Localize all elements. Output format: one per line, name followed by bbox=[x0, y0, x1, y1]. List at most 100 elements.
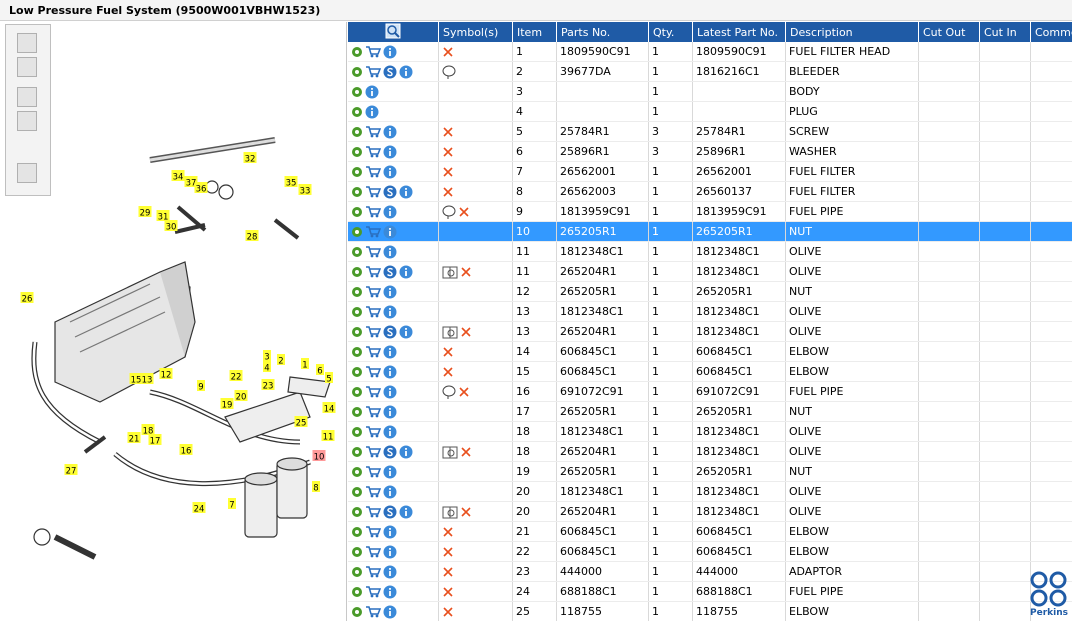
gear-icon[interactable] bbox=[351, 66, 363, 78]
info-icon[interactable] bbox=[383, 125, 397, 139]
callout-label[interactable]: 20 bbox=[236, 393, 247, 403]
part-row[interactable]: 10 265205R1 1 265205R1 NUT bbox=[348, 221, 1072, 242]
info-icon[interactable] bbox=[383, 565, 397, 579]
callout-label[interactable]: 24 bbox=[194, 505, 205, 515]
callout-label[interactable]: 21 bbox=[129, 435, 140, 445]
gear-icon[interactable] bbox=[351, 166, 363, 178]
info-icon[interactable] bbox=[383, 365, 397, 379]
cart-icon[interactable] bbox=[365, 565, 382, 578]
cart-icon[interactable] bbox=[365, 145, 382, 158]
callout-label[interactable]: 3 bbox=[264, 353, 269, 363]
cart-icon[interactable] bbox=[365, 585, 382, 598]
part-row[interactable]: 14 606845C1 1 606845C1 ELBOW bbox=[348, 341, 1072, 362]
part-row[interactable]: 13 265204R1 1 1812348C1 OLIVE bbox=[348, 321, 1072, 342]
info-icon[interactable] bbox=[399, 505, 413, 519]
callout-label[interactable]: 14 bbox=[324, 405, 335, 415]
gear-icon[interactable] bbox=[351, 506, 363, 518]
service-icon[interactable] bbox=[383, 185, 397, 199]
gear-icon[interactable] bbox=[351, 606, 363, 618]
callout-label[interactable]: 35 bbox=[286, 179, 297, 189]
callout-label[interactable]: 16 bbox=[181, 447, 192, 457]
cart-icon[interactable] bbox=[365, 265, 382, 278]
gear-icon[interactable] bbox=[351, 526, 363, 538]
cart-icon[interactable] bbox=[365, 325, 382, 338]
gear-icon[interactable] bbox=[351, 446, 363, 458]
part-row[interactable]: 20 1812348C1 1 1812348C1 OLIVE bbox=[348, 481, 1072, 502]
part-row[interactable]: 18 265204R1 1 1812348C1 OLIVE bbox=[348, 441, 1072, 462]
info-icon[interactable] bbox=[365, 85, 379, 99]
gear-icon[interactable] bbox=[351, 426, 363, 438]
cart-icon[interactable] bbox=[365, 485, 382, 498]
cart-icon[interactable] bbox=[365, 185, 382, 198]
part-row[interactable]: 22 606845C1 1 606845C1 ELBOW bbox=[348, 541, 1072, 562]
part-row[interactable]: 1 1809590C91 1 1809590C91 FUEL FILTER HEAD bbox=[348, 42, 1072, 62]
cart-icon[interactable] bbox=[365, 525, 382, 538]
part-row[interactable]: 11 1812348C1 1 1812348C1 OLIVE bbox=[348, 241, 1072, 262]
info-icon[interactable] bbox=[383, 245, 397, 259]
callout-label[interactable]: 12 bbox=[161, 371, 172, 381]
gear-icon[interactable] bbox=[351, 546, 363, 558]
fit-button[interactable] bbox=[17, 87, 37, 107]
part-row[interactable]: 16 691072C91 1 691072C91 FUEL PIPE bbox=[348, 381, 1072, 402]
callout-label[interactable]: 28 bbox=[247, 233, 258, 243]
callout-label[interactable]: 23 bbox=[263, 382, 274, 392]
info-icon[interactable] bbox=[383, 585, 397, 599]
gear-icon[interactable] bbox=[351, 266, 363, 278]
part-row[interactable]: 24 688188C1 1 688188C1 FUEL PIPE bbox=[348, 581, 1072, 602]
callout-label[interactable]: 9 bbox=[198, 383, 203, 393]
cart-icon[interactable] bbox=[365, 345, 382, 358]
callout-label[interactable]: 36 bbox=[196, 185, 207, 195]
part-row[interactable]: 18 1812348C1 1 1812348C1 OLIVE bbox=[348, 421, 1072, 442]
zoom-out-button[interactable] bbox=[17, 57, 37, 77]
callout-label[interactable]: 22 bbox=[231, 373, 242, 383]
part-row[interactable]: 3 1 BODY bbox=[348, 81, 1072, 102]
cart-icon[interactable] bbox=[365, 405, 382, 418]
callout-label[interactable]: 30 bbox=[166, 223, 177, 233]
callout-label[interactable]: 37 bbox=[186, 179, 197, 189]
callout-label[interactable]: 2 bbox=[278, 357, 283, 367]
gear-icon[interactable] bbox=[351, 86, 363, 98]
info-icon[interactable] bbox=[399, 65, 413, 79]
cart-icon[interactable] bbox=[365, 225, 382, 238]
info-icon[interactable] bbox=[383, 545, 397, 559]
cart-icon[interactable] bbox=[365, 385, 382, 398]
callout-label[interactable]: 32 bbox=[245, 155, 256, 165]
gear-icon[interactable] bbox=[351, 466, 363, 478]
info-icon[interactable] bbox=[399, 325, 413, 339]
search-icon[interactable] bbox=[385, 23, 401, 39]
callout-label[interactable]: 10 bbox=[314, 453, 325, 463]
gear-icon[interactable] bbox=[351, 126, 363, 138]
cart-icon[interactable] bbox=[365, 425, 382, 438]
info-icon[interactable] bbox=[383, 165, 397, 179]
part-row[interactable]: 8 26562003 1 26560137 FUEL FILTER bbox=[348, 181, 1072, 202]
zoom-in-button[interactable] bbox=[17, 33, 37, 53]
cart-icon[interactable] bbox=[365, 505, 382, 518]
callout-label[interactable]: 15 bbox=[131, 376, 142, 386]
cart-icon[interactable] bbox=[365, 205, 382, 218]
info-icon[interactable] bbox=[383, 405, 397, 419]
callout-label[interactable]: 27 bbox=[66, 467, 77, 477]
gear-icon[interactable] bbox=[351, 486, 363, 498]
cart-icon[interactable] bbox=[365, 365, 382, 378]
gear-icon[interactable] bbox=[351, 326, 363, 338]
cart-icon[interactable] bbox=[365, 285, 382, 298]
gear-icon[interactable] bbox=[351, 306, 363, 318]
part-row[interactable]: 12 265205R1 1 265205R1 NUT bbox=[348, 281, 1072, 302]
callout-label[interactable]: 11 bbox=[323, 433, 334, 443]
cart-icon[interactable] bbox=[365, 605, 382, 618]
export-button[interactable] bbox=[17, 163, 37, 183]
gear-icon[interactable] bbox=[351, 246, 363, 258]
cart-icon[interactable] bbox=[365, 65, 382, 78]
service-icon[interactable] bbox=[383, 325, 397, 339]
info-icon[interactable] bbox=[383, 225, 397, 239]
cart-icon[interactable] bbox=[365, 245, 382, 258]
part-row[interactable]: 7 26562001 1 26562001 FUEL FILTER bbox=[348, 161, 1072, 182]
cart-icon[interactable] bbox=[365, 445, 382, 458]
part-row[interactable]: 6 25896R1 3 25896R1 WASHER bbox=[348, 141, 1072, 162]
gear-icon[interactable] bbox=[351, 146, 363, 158]
info-icon[interactable] bbox=[383, 605, 397, 619]
cart-icon[interactable] bbox=[365, 305, 382, 318]
info-icon[interactable] bbox=[383, 465, 397, 479]
info-icon[interactable] bbox=[399, 185, 413, 199]
part-row[interactable]: 4 1 PLUG bbox=[348, 101, 1072, 122]
